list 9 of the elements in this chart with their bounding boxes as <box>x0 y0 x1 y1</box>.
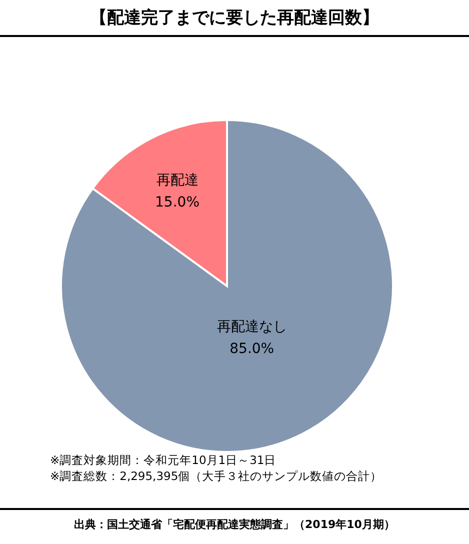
chart-title: 【配達完了までに要した再配達回数】 <box>89 7 380 29</box>
data-label: 15.0% <box>155 194 200 210</box>
slice-label: 再配達 <box>156 172 198 188</box>
slice-label: 再配達なし <box>216 318 287 335</box>
data-label: 85.0% <box>230 340 274 357</box>
pie-slice <box>60 119 394 453</box>
text: ※調査対象期間：令和元年10月1日～31日 <box>50 452 278 468</box>
source-note: 出典：国土交通省「宅配便再配達実態調査」（2019年10月期） <box>73 517 396 532</box>
text: ※調査総数：2,295,395個（大手３社のサンプル数値の合計） <box>50 468 382 484</box>
